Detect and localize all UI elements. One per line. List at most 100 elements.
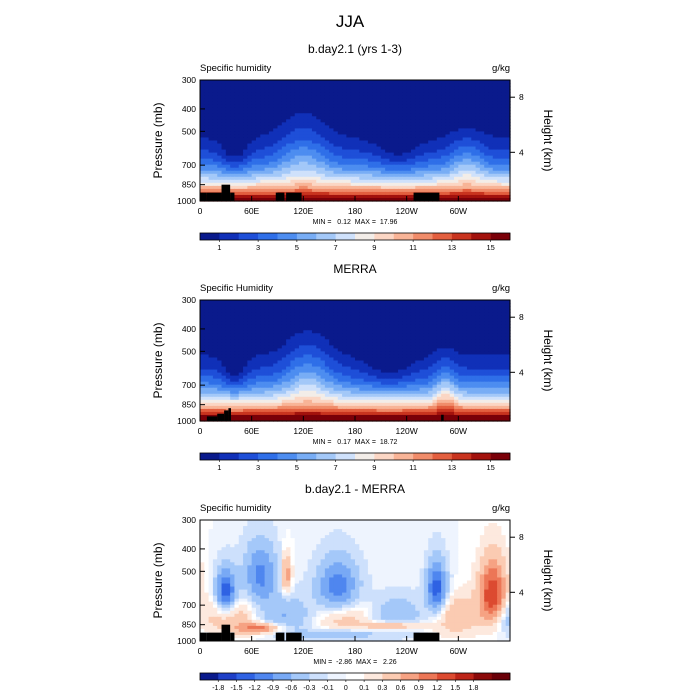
field-cell <box>393 155 399 160</box>
field-cell <box>471 363 477 368</box>
field-cell <box>501 116 507 120</box>
field-cell <box>281 312 287 316</box>
field-cell <box>337 146 343 151</box>
field-cell <box>316 107 322 111</box>
field-cell <box>419 363 425 368</box>
field-cell <box>200 351 205 356</box>
field-cell <box>281 167 287 172</box>
field-cell <box>462 176 468 181</box>
field-cell <box>488 381 494 386</box>
field-cell <box>208 384 214 389</box>
field-cell <box>200 372 205 377</box>
field-cell <box>260 345 266 350</box>
field-cell <box>454 131 459 136</box>
field-cell <box>324 354 330 359</box>
field-cell <box>497 191 502 196</box>
field-cell <box>398 360 403 365</box>
field-cell <box>484 155 490 160</box>
field-cell <box>428 146 434 151</box>
field-cell <box>200 89 205 93</box>
field-cell <box>281 173 287 178</box>
field-cell <box>268 131 274 136</box>
field-cell <box>445 140 451 145</box>
field-cell <box>454 381 459 386</box>
field-cell <box>273 381 279 386</box>
field-cell <box>458 182 464 187</box>
field-cell <box>355 312 360 316</box>
field-cell <box>505 339 511 343</box>
field-cell <box>212 152 218 157</box>
field-cell <box>410 372 416 377</box>
field-cell <box>251 384 257 389</box>
field-cell <box>316 179 322 184</box>
field-cell <box>342 155 347 160</box>
field-cell <box>398 80 403 84</box>
field-cell <box>333 182 339 187</box>
field-cell <box>264 182 270 187</box>
field-cell <box>501 300 507 304</box>
field-cell <box>230 303 236 307</box>
field-cell <box>243 158 248 163</box>
field-cell <box>393 188 399 193</box>
field-cell <box>221 357 227 362</box>
field-cell <box>329 137 335 142</box>
field-cell <box>337 188 343 193</box>
field-cell <box>492 351 498 356</box>
field-cell <box>462 345 468 350</box>
field-cell <box>247 107 253 111</box>
field-cell <box>441 357 447 362</box>
field-cell <box>466 333 472 337</box>
field-cell <box>247 98 253 102</box>
field-cell <box>234 300 240 304</box>
field-cell <box>410 306 416 310</box>
field-cell <box>337 321 343 325</box>
field-cell <box>458 80 464 84</box>
field-cell <box>255 158 261 163</box>
field-cell <box>290 167 296 172</box>
field-cell <box>454 113 459 117</box>
field-cell <box>260 104 266 108</box>
field-cell <box>449 101 455 105</box>
field-cell <box>290 345 296 350</box>
field-cell <box>243 155 248 160</box>
field-cell <box>342 369 347 374</box>
field-cell <box>234 333 240 337</box>
field-cell <box>380 318 386 322</box>
field-cell <box>217 351 223 356</box>
field-cell <box>380 143 386 148</box>
field-cell <box>251 339 257 343</box>
field-cell <box>415 185 421 190</box>
field-cell <box>208 372 214 377</box>
field-cell <box>311 366 317 371</box>
field-cell <box>290 321 296 325</box>
field-cell <box>389 161 395 166</box>
field-cell <box>376 80 382 84</box>
field-cell <box>299 131 304 136</box>
field-cell <box>311 179 317 184</box>
field-cell <box>359 95 365 99</box>
field-cell <box>428 309 434 313</box>
field-cell <box>458 360 464 365</box>
field-cell <box>299 345 304 350</box>
field-cell <box>471 321 477 325</box>
field-cell <box>501 303 507 307</box>
field-cell <box>221 155 227 160</box>
field-cell <box>260 318 266 322</box>
field-cell <box>475 110 481 114</box>
field-cell <box>380 315 386 319</box>
field-cell <box>501 170 507 175</box>
field-cell <box>264 107 270 111</box>
field-cell <box>255 110 261 114</box>
field-cell <box>260 122 266 126</box>
field-cell <box>380 173 386 178</box>
field-cell <box>307 309 313 313</box>
field-cell <box>225 89 231 93</box>
field-cell <box>359 330 365 334</box>
field-cell <box>324 134 330 139</box>
field-cell <box>238 89 244 93</box>
terrain-block <box>206 192 222 201</box>
field-cell <box>471 113 477 117</box>
field-cell <box>492 357 498 362</box>
units-label: g/kg <box>492 283 510 294</box>
field-cell <box>290 92 296 96</box>
